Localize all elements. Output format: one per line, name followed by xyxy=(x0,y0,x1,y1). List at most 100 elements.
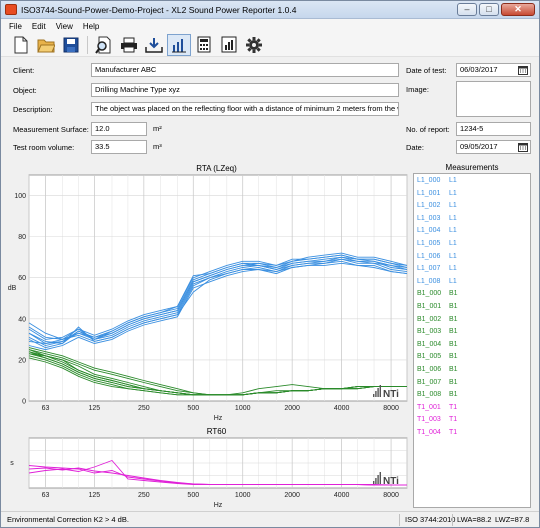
volume-unit: m³ xyxy=(153,142,162,151)
measurement-item[interactable]: B1_001 B1 xyxy=(417,303,458,310)
logo-bar xyxy=(373,394,375,397)
series-line-l1 xyxy=(28,256,408,344)
y-tick-label: 20 xyxy=(18,357,26,364)
measurement-name: B1_001 xyxy=(417,303,442,310)
import-button[interactable] xyxy=(142,34,166,56)
measurement-item[interactable]: L1_004 L1 xyxy=(417,227,457,234)
measurement-name: L1_007 xyxy=(417,265,441,273)
print-button[interactable] xyxy=(117,34,141,56)
measurement-item[interactable]: L1_008 L1 xyxy=(417,278,457,285)
open-button[interactable] xyxy=(34,34,58,56)
measurement-item[interactable]: T1_003 T1 xyxy=(417,416,457,423)
volume-field[interactable]: 33.5 xyxy=(91,140,147,154)
measurement-group: B1 xyxy=(449,340,458,348)
measurement-item[interactable]: L1_001 L1 xyxy=(417,190,457,197)
measurement-item[interactable]: L1_006 L1 xyxy=(417,253,457,260)
measurement-item[interactable]: B1_000 B1 xyxy=(417,290,458,297)
menu-help[interactable]: Help xyxy=(82,21,100,31)
status-separator xyxy=(399,514,400,526)
measurement-item[interactable]: B1_003 B1 xyxy=(417,328,458,335)
calendar-icon[interactable] xyxy=(518,65,528,75)
image-box[interactable] xyxy=(456,81,531,117)
measurement-name: B1_004 xyxy=(417,340,442,348)
client-field[interactable]: Manufacturer ABC xyxy=(91,63,399,77)
save-button[interactable] xyxy=(59,34,83,56)
rt60-chart[interactable]: 63 125 250 500 1000 2000 4000 8000 Hz s NTi xyxy=(5,436,411,510)
surface-field[interactable]: 12.0 xyxy=(91,122,147,136)
menu-file[interactable]: File xyxy=(9,21,22,31)
measurement-item[interactable]: L1_005 L1 xyxy=(417,240,457,247)
measurement-group: B1 xyxy=(449,366,458,373)
date-of-test-field[interactable]: 06/03/2017 xyxy=(456,63,531,77)
status-lwa: LWA=88.2 xyxy=(457,515,492,524)
measurement-group: B1 xyxy=(449,353,458,361)
measurement-name: B1_008 xyxy=(417,391,442,399)
measurement-group: L1 xyxy=(449,227,457,235)
calculator-button[interactable] xyxy=(192,34,216,56)
object-field[interactable]: Drilling Machine Type xyz xyxy=(91,83,399,97)
measurement-item[interactable]: B1_005 B1 xyxy=(417,353,458,360)
x-tick-label: 500 xyxy=(187,405,199,412)
new-file-icon xyxy=(14,36,28,53)
measurement-item[interactable]: B1_008 B1 xyxy=(417,391,458,398)
x-tick-label: 1000 xyxy=(235,492,251,499)
x-tick-label: 250 xyxy=(138,405,150,412)
series-line-b1 xyxy=(28,351,407,396)
measurement-item[interactable]: T1_001 T1 xyxy=(417,404,457,411)
measurement-group: B1 xyxy=(449,378,458,386)
series-line-l1 xyxy=(28,260,408,351)
x-tick-label: 500 xyxy=(187,492,199,499)
measurement-item[interactable]: B1_007 B1 xyxy=(417,379,458,386)
logo-bar xyxy=(379,472,381,484)
new-file-button[interactable] xyxy=(9,34,33,56)
report-button[interactable] xyxy=(217,34,241,56)
menu-edit[interactable]: Edit xyxy=(31,21,46,31)
measurement-name: B1_000 xyxy=(417,290,442,298)
logo-bar xyxy=(373,481,375,484)
surface-unit: m² xyxy=(153,124,162,133)
measurement-item[interactable]: L1_000 L1 xyxy=(417,177,457,184)
minimize-button[interactable]: – xyxy=(457,3,477,16)
measurements-panel: Measurements L1_000 L1 L1_001 L1 L1_002 L1 L1_… xyxy=(413,163,531,508)
measurement-name: L1_005 xyxy=(417,240,441,247)
measurement-item[interactable]: B1_004 B1 xyxy=(417,341,458,348)
nti-logo: NTi xyxy=(373,472,399,487)
x-tick-label: 2000 xyxy=(284,405,300,412)
print-preview-button[interactable] xyxy=(92,34,116,56)
spectrum-view-button[interactable] xyxy=(167,33,191,56)
measurement-item[interactable]: B1_002 B1 xyxy=(417,316,458,323)
measurement-item[interactable]: L1_007 L1 xyxy=(417,265,457,272)
import-icon xyxy=(145,37,163,53)
measurement-item[interactable]: L1_002 L1 xyxy=(417,202,457,209)
logo-text: NTi xyxy=(383,476,399,487)
logo-bar xyxy=(377,475,379,484)
maximize-button[interactable]: □ xyxy=(479,3,499,16)
measurement-group: L1 xyxy=(449,214,457,222)
print-icon xyxy=(121,37,137,52)
description-field[interactable]: The object was placed on the reflecting … xyxy=(91,102,399,116)
measurement-name: L1_003 xyxy=(417,214,441,222)
menu-view[interactable]: View xyxy=(55,21,73,31)
measurements-list[interactable]: L1_000 L1 L1_001 L1 L1_002 L1 L1_003 L1 L1_004 L1… xyxy=(413,173,531,508)
measurement-item[interactable]: B1_006 B1 xyxy=(417,366,458,373)
report-number-field[interactable]: 1234-5 xyxy=(456,122,531,136)
rta-chart[interactable]: 63 125 250 500 1000 2000 4000 8000 0 20 40 60 80 100 H… xyxy=(5,173,411,425)
status-standard: ISO 3744:2010 xyxy=(405,515,456,524)
measurement-item[interactable]: L1_003 L1 xyxy=(417,215,457,222)
x-tick-label: 4000 xyxy=(334,492,350,499)
measurement-group: L1 xyxy=(449,252,457,260)
client-label: Client: xyxy=(13,66,35,75)
measurement-group: B1 xyxy=(449,303,458,310)
measurements-title: Measurements xyxy=(445,163,499,172)
calendar-icon[interactable] xyxy=(518,142,528,152)
x-axis-label: Hz xyxy=(214,415,223,422)
spectrum-icon xyxy=(172,38,186,52)
measurement-item[interactable]: T1_004 T1 xyxy=(417,429,457,436)
date-label: Date: xyxy=(406,143,424,152)
x-tick-label: 63 xyxy=(42,405,50,412)
date-field[interactable]: 09/05/2017 xyxy=(456,140,531,154)
logo-bar xyxy=(377,388,379,397)
y-tick-label: 40 xyxy=(18,316,26,323)
settings-button[interactable] xyxy=(242,34,266,56)
close-button[interactable]: ✕ xyxy=(501,3,535,16)
